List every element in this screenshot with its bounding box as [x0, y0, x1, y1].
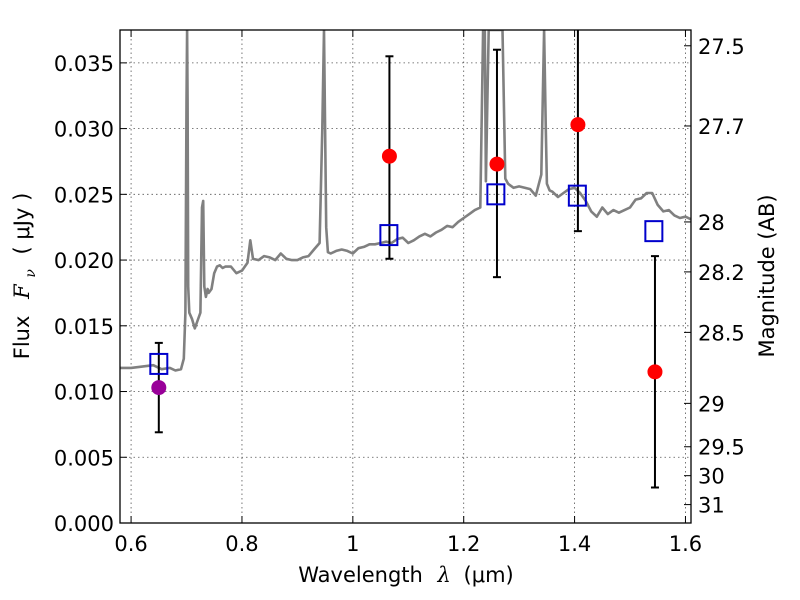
y-tick-label: 0.005: [54, 446, 114, 470]
y2-tick-label: 29: [698, 392, 725, 416]
y2-tick-label: 31: [698, 494, 725, 518]
y-tick-label: 0.010: [54, 381, 114, 405]
x-tick-label: 1.2: [447, 532, 480, 556]
y-axis: 0.000 0.005 0.010 0.015 0.020 0.025 0.030 0.035: [54, 52, 127, 536]
y2-axis-label: Magnitude (AB): [755, 194, 779, 357]
x-axis-label: Wavelength λ (μm): [298, 563, 513, 587]
overlay: [149, 30, 664, 489]
plot-frame: [119, 29, 692, 524]
observed-point-red: [570, 117, 586, 133]
observed-point-red: [381, 148, 397, 164]
x-axis: 0.6 0.8 1 1.2 1.4 1.6: [114, 30, 702, 556]
x-tick-label: 0.6: [114, 532, 147, 556]
x-tick-label: 1.6: [669, 532, 702, 556]
y-axis-label-main: Flux: [10, 316, 34, 360]
y2-tick-label: 27.7: [698, 115, 745, 139]
observed-point-purple: [151, 380, 167, 396]
y2-tick-label: 28.2: [698, 261, 745, 285]
model-band-square: [149, 352, 169, 375]
y-tick-label: 0.000: [54, 512, 114, 536]
plot-area: [120, 30, 691, 372]
y-axis-label: Flux F ν ( μJy ): [10, 193, 40, 360]
x-axis-label-lambda: λ: [437, 563, 451, 587]
y-tick-label: 0.030: [54, 118, 114, 142]
x-tick-label: 1: [346, 532, 359, 556]
y-tick-label: 0.015: [54, 315, 114, 339]
x-axis-label-unit: (μm): [464, 563, 514, 587]
observed-point-red: [647, 364, 663, 380]
y-tick-label: 0.020: [54, 249, 114, 273]
y-axis-label-subscript: ν: [23, 269, 39, 278]
grid: [120, 30, 691, 524]
y-tick-label: 0.035: [54, 52, 114, 76]
y2-tick-label: 27.5: [698, 35, 745, 59]
y2-tick-label: 28.5: [698, 321, 745, 345]
x-tick-label: 0.8: [225, 532, 258, 556]
y2-tick-label: 28: [698, 211, 725, 235]
y-axis-label-unit: ( μJy ): [10, 193, 34, 255]
observed-point-red: [489, 156, 505, 172]
y-axis-label-symbol: F: [10, 283, 34, 300]
x-axis-label-main: Wavelength: [298, 563, 423, 587]
y2-tick-label: 29.5: [698, 436, 745, 460]
x-tick-label: 1.4: [558, 532, 591, 556]
model-spectrum-line: [120, 30, 691, 372]
y2-tick-label: 30: [698, 465, 725, 489]
model-band-square: [379, 224, 399, 247]
model-band-square: [644, 220, 664, 243]
y-tick-label: 0.025: [54, 183, 114, 207]
model-band-square: [567, 184, 587, 207]
model-band-square: [486, 183, 506, 206]
y2-axis: 27.5 27.7 28 28.2 28.5 29 29.5 30 31: [684, 35, 745, 518]
